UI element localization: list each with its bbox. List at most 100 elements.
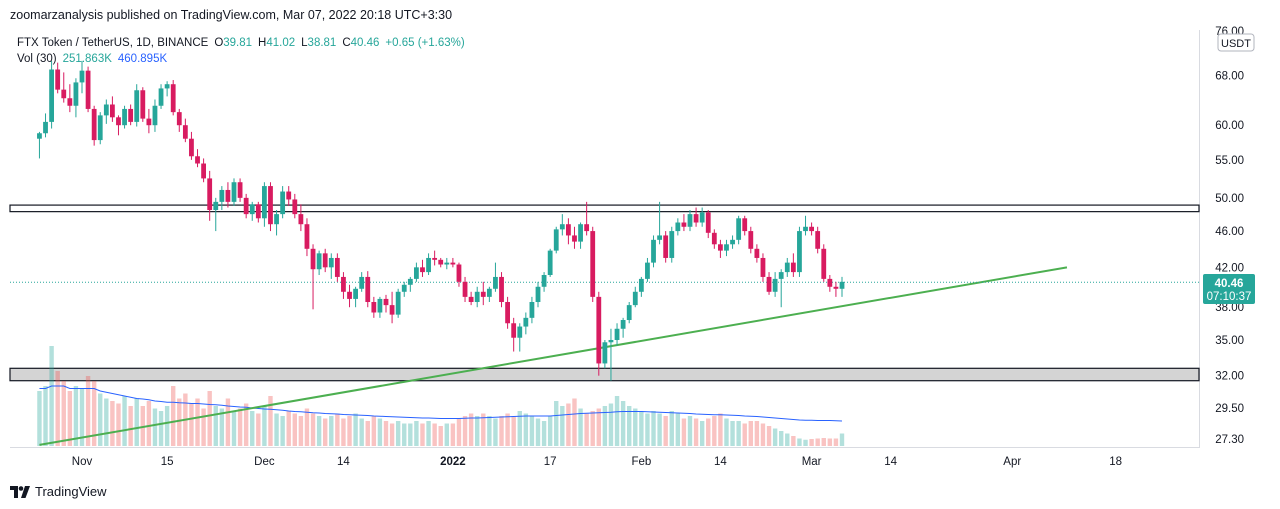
candle <box>414 262 419 282</box>
price-tick-label: 50.00 <box>1215 193 1244 205</box>
volume-bar <box>177 398 182 446</box>
candle <box>499 272 504 308</box>
volume-bar <box>243 403 249 446</box>
volume-bar <box>371 416 377 446</box>
candle <box>243 193 249 219</box>
resistance-zone <box>9 204 1200 213</box>
candle-body <box>462 281 468 297</box>
candle <box>669 226 675 263</box>
volume-bar <box>517 411 522 446</box>
candle <box>572 226 577 249</box>
tradingview-logo-icon <box>10 485 30 498</box>
time-tick-label: 18 <box>1109 456 1122 468</box>
candle-body <box>182 125 188 139</box>
candle <box>535 281 541 308</box>
candle-body <box>718 244 723 251</box>
volume-bar <box>584 413 589 446</box>
candle-body <box>262 186 267 219</box>
volume-bar <box>43 386 48 446</box>
volume-label[interactable]: Vol (30) <box>17 53 57 65</box>
candle-body <box>748 231 754 249</box>
candle <box>438 257 444 268</box>
candle-body <box>681 222 687 227</box>
candle <box>341 272 346 299</box>
volume-bar <box>37 391 42 446</box>
candle-body <box>711 232 717 245</box>
candle-body <box>584 224 590 232</box>
candle <box>553 226 559 254</box>
candle-body <box>55 69 61 90</box>
candle-body <box>304 224 310 249</box>
price-tick-label: 32.00 <box>1215 371 1244 383</box>
volume-bar <box>693 418 699 446</box>
volume-bar <box>329 416 334 446</box>
volume-bar <box>754 421 760 446</box>
candle <box>687 209 693 232</box>
volume-bar <box>73 386 79 446</box>
volume-bar <box>49 346 54 446</box>
candle <box>602 339 608 369</box>
candle <box>237 178 243 202</box>
candle <box>316 250 322 275</box>
candle-body <box>474 291 480 303</box>
currency-badge[interactable]: USDT <box>1217 33 1255 52</box>
time-tick-label: Apr <box>1003 456 1021 468</box>
candle <box>110 96 115 122</box>
volume-bar <box>79 388 85 446</box>
bar-countdown: 07:10:37 <box>1207 291 1252 303</box>
tradingview-branding[interactable]: TradingView <box>10 484 107 499</box>
candle <box>718 239 723 258</box>
volume-ma-value: 460.895K <box>117 53 168 65</box>
candle <box>547 248 553 277</box>
candle <box>383 294 389 313</box>
candle-body <box>778 272 784 279</box>
candle-body <box>724 244 729 251</box>
candle <box>97 112 103 145</box>
volume-bar <box>341 418 346 446</box>
volume-bar <box>481 413 486 446</box>
volume-bar <box>438 426 443 446</box>
volume-bar <box>365 421 370 446</box>
candle-body <box>784 262 790 273</box>
candle <box>225 182 231 208</box>
volume-bar <box>639 411 644 446</box>
volume-bar <box>420 423 425 446</box>
volume-bar <box>456 418 462 446</box>
volume-bar <box>395 421 401 446</box>
candle <box>705 209 711 239</box>
candle <box>839 276 845 297</box>
candle <box>505 296 510 329</box>
candle <box>219 186 225 210</box>
candle <box>347 284 352 308</box>
volume-bar <box>596 408 601 446</box>
volume-bar <box>541 421 547 446</box>
volume-bar <box>383 421 389 446</box>
open-value: 39.81 <box>223 37 253 49</box>
volume-bar <box>560 406 565 446</box>
candle <box>638 276 644 297</box>
candle-body <box>49 69 54 122</box>
candle-body <box>511 323 517 338</box>
symbol-title[interactable]: FTX Token / TetherUS, 1D, BINANCE <box>17 37 209 49</box>
ascending-trendline <box>39 266 1068 446</box>
volume-bar <box>815 438 820 446</box>
candle <box>49 60 54 129</box>
candle <box>742 215 748 236</box>
candle <box>754 244 760 263</box>
candle <box>37 131 42 159</box>
volume-bar <box>140 406 145 446</box>
candle-body <box>566 224 571 236</box>
candle <box>128 104 134 126</box>
candle-body <box>110 104 115 118</box>
candle-body <box>195 156 200 164</box>
volume-bar <box>444 423 449 446</box>
close-value: 40.46 <box>350 37 380 49</box>
candle <box>699 207 705 227</box>
volume-bar <box>104 398 109 446</box>
candle <box>420 259 425 277</box>
candle-body <box>626 305 632 321</box>
candle <box>693 207 699 227</box>
candle-body <box>651 239 656 263</box>
candle-body <box>657 235 662 240</box>
